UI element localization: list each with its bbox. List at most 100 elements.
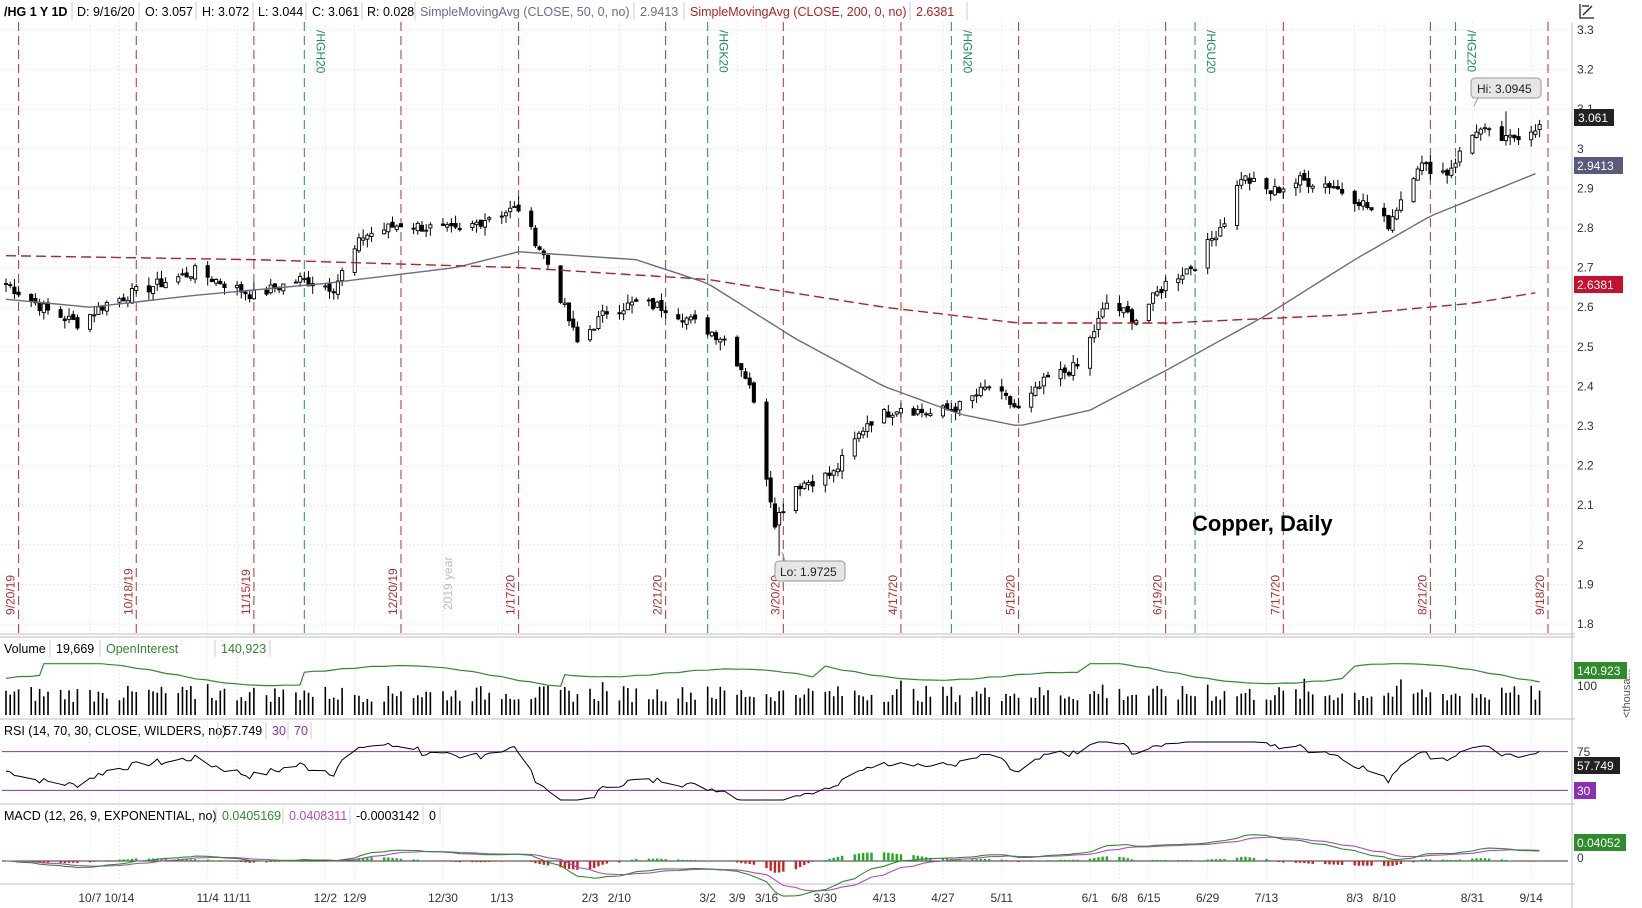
candle (1335, 179, 1340, 190)
candle (1508, 129, 1513, 146)
candle-body (1205, 239, 1210, 269)
candle (1029, 385, 1034, 413)
candle-body (66, 315, 72, 320)
candle (419, 221, 425, 232)
volume-unit-label: <thousa... (1621, 669, 1633, 718)
candle-body (264, 289, 269, 295)
candle-body (566, 302, 572, 322)
volume-title[interactable]: Volume (4, 642, 46, 656)
candle (1184, 268, 1189, 275)
candle (1159, 286, 1164, 299)
candle-body (714, 332, 719, 341)
candle (478, 219, 483, 230)
x-axis-tick: 2/3 (582, 891, 599, 905)
candle-body (487, 217, 492, 220)
candle-body (424, 229, 429, 232)
candle-body (298, 275, 303, 283)
candle-body (596, 316, 601, 329)
candle-body (810, 481, 815, 487)
candle-body (882, 409, 887, 424)
x-axis: 10/7 10/14 11/4 11/11 12/2 12/9 12/30 1/13 2/3 2/… (78, 891, 1543, 905)
candle (1411, 177, 1416, 203)
candle (3, 278, 9, 292)
candle (1016, 397, 1021, 409)
candle (33, 293, 38, 306)
candle (558, 265, 563, 304)
x-axis-tick: 10/14 (104, 891, 134, 905)
candle-body (802, 482, 807, 489)
candle-body (386, 223, 391, 233)
candle-body (1453, 162, 1458, 168)
candle (781, 503, 786, 514)
candle-body (1340, 188, 1345, 194)
candle-body (659, 300, 664, 312)
macd-title[interactable]: MACD (12, 26, 9, EXPONENTIAL, no) (4, 809, 217, 823)
candle-body (1445, 169, 1450, 176)
candle (146, 277, 151, 300)
open-label: O: 3.057 (145, 5, 193, 19)
gridlines (0, 0, 1575, 908)
price-panel (3, 111, 1542, 556)
candle (1096, 310, 1101, 338)
x-axis-tick: 8/10 (1372, 891, 1396, 905)
drawing-tool-icon[interactable] (1572, 1, 1598, 23)
candle (424, 223, 429, 237)
candle (1264, 177, 1269, 195)
candle (1092, 324, 1097, 343)
candle (987, 385, 992, 391)
candle-body (1058, 369, 1063, 380)
candle-body (827, 472, 832, 476)
sma50-study-label[interactable]: SimpleMovingAvg (CLOSE, 50, 0, no) (420, 5, 630, 19)
x-axis-tick: 7/13 (1255, 891, 1279, 905)
candle (831, 469, 836, 483)
candle (306, 271, 311, 287)
candle-body (987, 386, 992, 389)
candle (865, 415, 870, 438)
symbol-label[interactable]: /HG 1 Y 1D (4, 5, 67, 19)
sma200-study-label[interactable]: SimpleMovingAvg (CLOSE, 200, 0, no) (690, 5, 907, 19)
open-interest-label[interactable]: OpenInterest (106, 642, 179, 656)
svg-text:2.9413: 2.9413 (1577, 159, 1614, 173)
candle-body (3, 283, 9, 285)
candle (327, 278, 332, 299)
candle-body (1214, 237, 1219, 241)
x-axis-tick: 3/16 (755, 891, 779, 905)
rsi-title[interactable]: RSI (14, 70, 30, CLOSE, WILDERS, no) (4, 724, 226, 738)
expiry-label: 10/18/19 (121, 568, 135, 615)
candle (503, 210, 509, 223)
candle (457, 222, 462, 232)
candle-body (12, 286, 17, 294)
candle-body (928, 413, 933, 417)
candle (688, 314, 693, 324)
candle-body (1369, 207, 1374, 211)
candle (1125, 300, 1130, 314)
candle-body (1398, 199, 1403, 211)
candle-body (75, 317, 80, 329)
candle-body (1087, 337, 1093, 369)
x-axis-tick: 1/13 (490, 891, 514, 905)
candle (1268, 190, 1273, 201)
candle-body (209, 278, 214, 282)
candle-body (1277, 187, 1282, 194)
candle (625, 294, 630, 311)
high-callout: Hi: 3.0945 (1470, 77, 1542, 107)
candle-body (1478, 128, 1483, 135)
expiry-label: 4/17/20 (886, 575, 900, 615)
candle-body (1071, 362, 1076, 376)
candle-body (1125, 306, 1130, 313)
candle-body (1470, 134, 1475, 154)
x-axis-tick: 11/4 (196, 891, 219, 905)
candle (369, 227, 374, 243)
candle-body (251, 289, 256, 300)
candle (747, 372, 752, 389)
candle (1193, 268, 1198, 273)
candle-body (852, 438, 857, 457)
rsi-upper-level: 70 (294, 724, 308, 738)
candle-body (957, 401, 962, 411)
candle (1327, 181, 1332, 195)
candle-body (1335, 186, 1340, 190)
candle (293, 279, 298, 284)
candle (512, 201, 517, 208)
expiry-label: 3/20/20 (768, 575, 782, 615)
candle (676, 308, 681, 321)
